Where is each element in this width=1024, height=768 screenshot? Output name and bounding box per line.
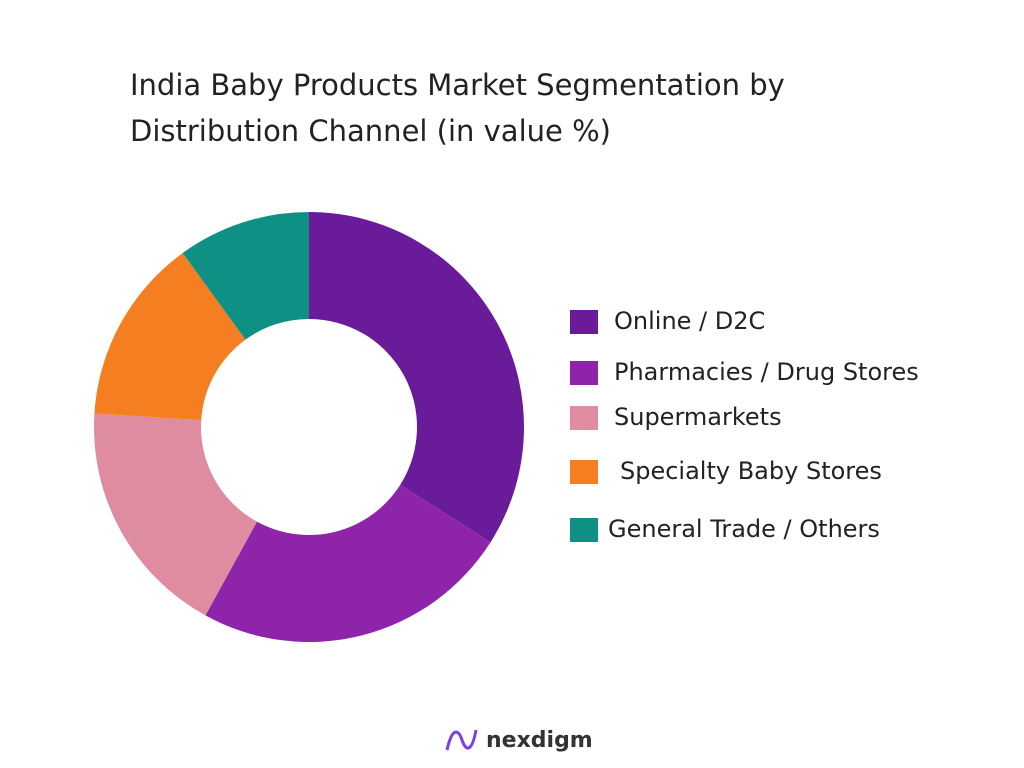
slice	[182, 212, 309, 340]
legend-swatch	[570, 361, 598, 385]
legend-label: Supermarkets	[614, 403, 782, 431]
legend: Online / D2C Pharmacies / Drug Stores Supe…	[570, 307, 919, 543]
chart-title: India Baby Products Market Segmentation …	[130, 68, 785, 148]
slice	[205, 484, 491, 643]
legend-swatch	[570, 518, 598, 542]
legend-label: Online / D2C	[614, 307, 765, 335]
legend-swatch	[570, 460, 598, 484]
legend-label: General Trade / Others	[608, 515, 880, 543]
slice	[309, 212, 524, 543]
slice	[94, 253, 246, 421]
brand-name: nexdigm	[486, 728, 593, 753]
legend-swatch	[570, 310, 598, 334]
legend-swatch	[570, 406, 598, 430]
brand-logo	[445, 729, 478, 751]
legend-label: Pharmacies / Drug Stores	[614, 358, 919, 386]
legend-label: Specialty Baby Stores	[620, 457, 882, 485]
slice	[93, 413, 257, 616]
donut	[93, 212, 524, 643]
